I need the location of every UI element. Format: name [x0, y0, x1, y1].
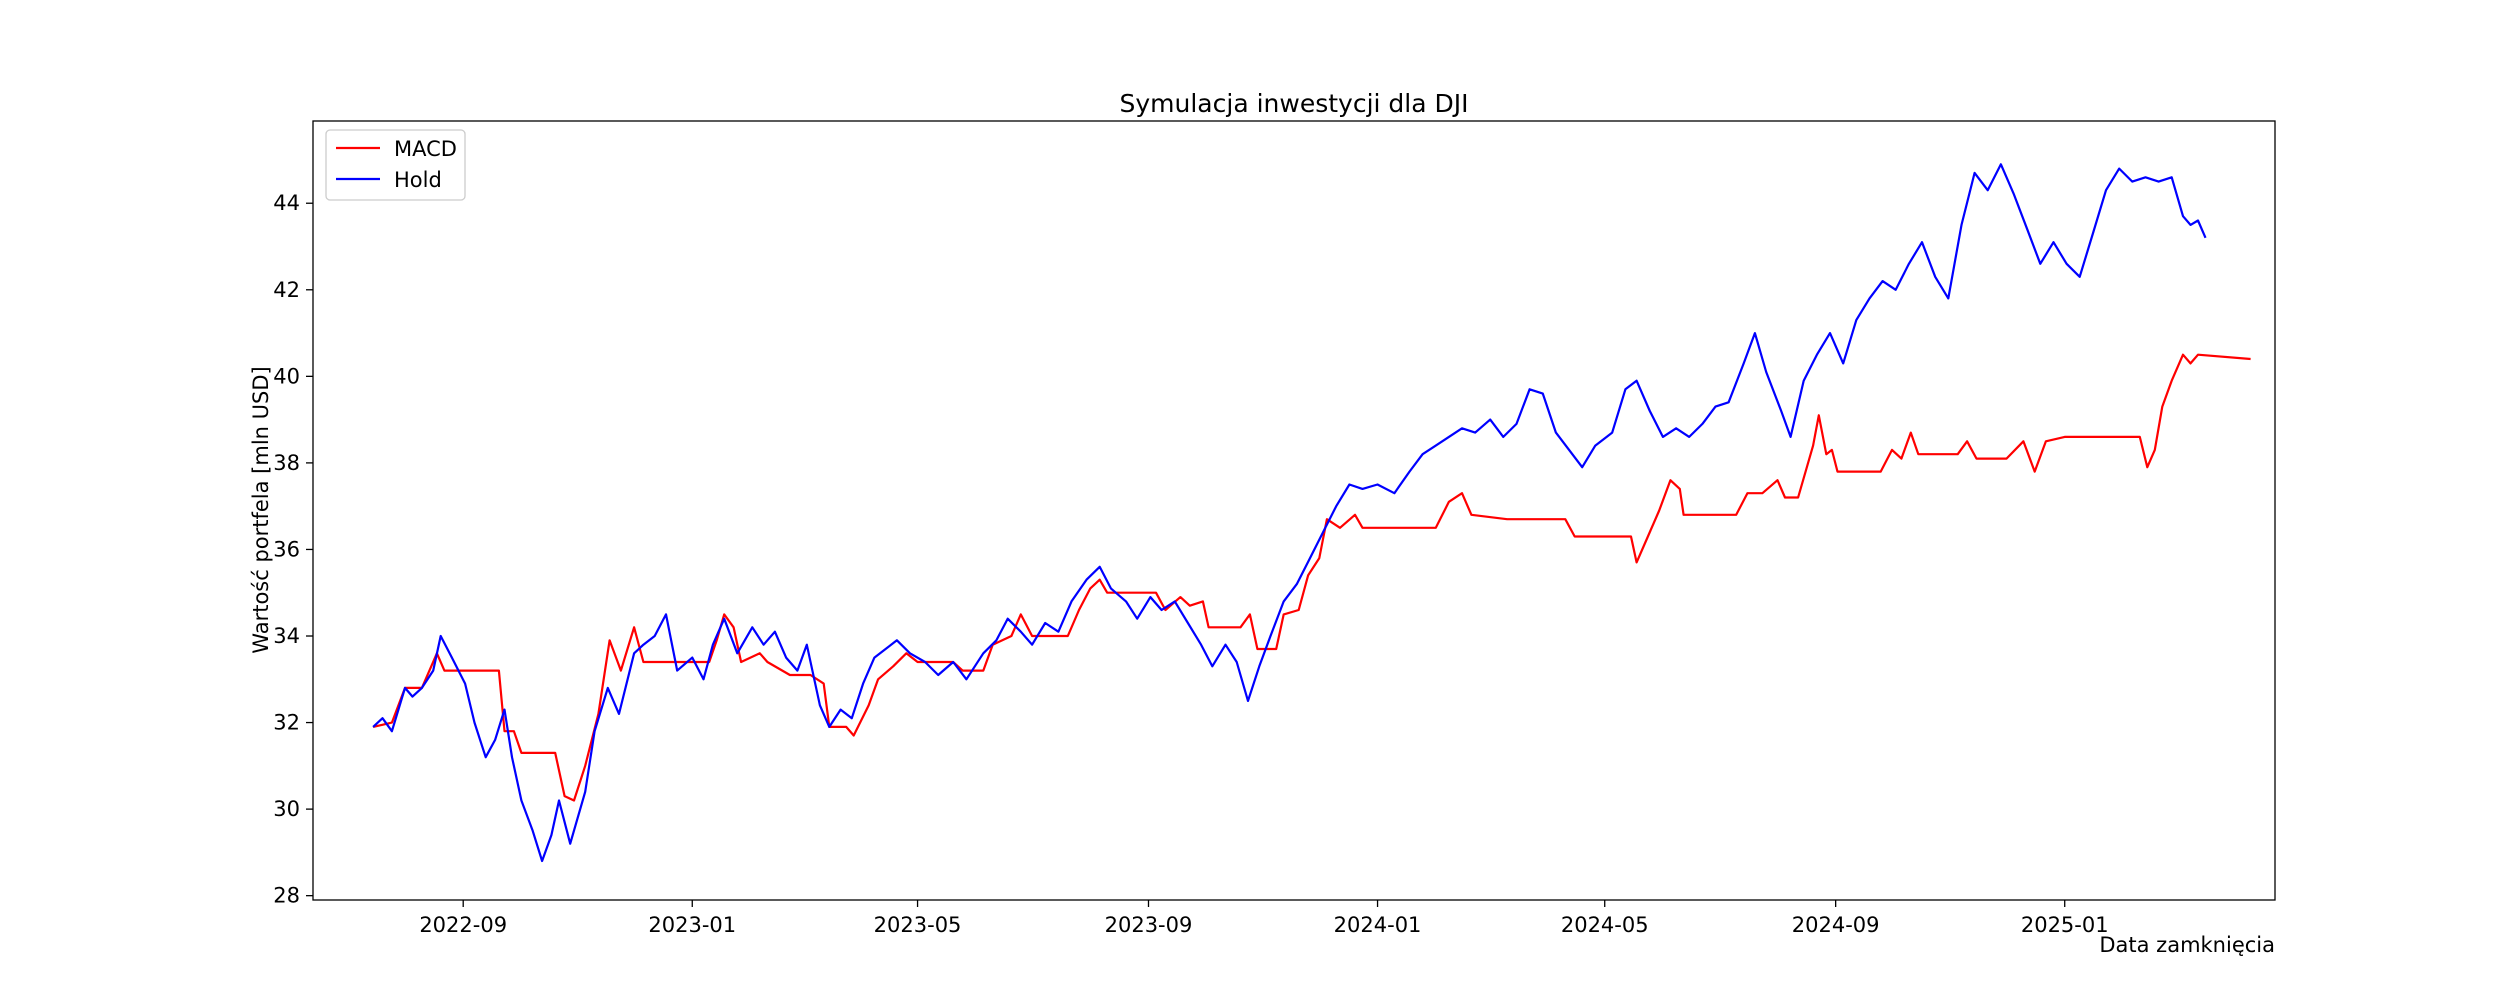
- y-axis-label: Wartość portfela [mln USD]: [249, 366, 273, 653]
- series-line-hold: [372, 163, 2207, 863]
- x-tick-label: 2022-09: [419, 913, 507, 937]
- legend-label-macd: MACD: [394, 137, 457, 161]
- y-tick-label: 28: [273, 884, 300, 908]
- y-tick-label: 42: [273, 278, 300, 302]
- x-tick-label: 2023-01: [648, 913, 736, 937]
- plot-area: [372, 163, 2251, 863]
- y-tick-label: 36: [273, 537, 300, 561]
- y-tick-label: 44: [273, 191, 300, 215]
- y-tick-label: 32: [273, 711, 300, 735]
- x-tick-label: 2024-05: [1561, 913, 1649, 937]
- x-tick-label: 2024-09: [1792, 913, 1880, 937]
- x-axis: 2022-09 2023-01 2023-05 2023-09 2024-01 2024-…: [419, 900, 2109, 937]
- x-tick-label: 2023-05: [874, 913, 962, 937]
- y-tick-label: 34: [273, 624, 300, 648]
- x-axis-label: Data zamknięcia: [2099, 933, 2275, 957]
- chart-title: Symulacja inwestycji dla DJI: [1120, 89, 1469, 118]
- y-tick-label: 38: [273, 451, 300, 475]
- y-axis: 28 30 32 34 36 38 40 42 44: [273, 191, 313, 908]
- x-tick-label: 2025-01: [2021, 913, 2109, 937]
- legend-label-hold: Hold: [394, 168, 442, 192]
- legend: MACD Hold: [325, 129, 466, 201]
- axes-frame: [312, 120, 2276, 901]
- x-tick-label: 2024-01: [1334, 913, 1422, 937]
- y-tick-label: 30: [273, 797, 300, 821]
- series-line-macd: [372, 353, 2251, 802]
- x-tick-label: 2023-09: [1105, 913, 1193, 937]
- y-tick-label: 40: [273, 364, 300, 388]
